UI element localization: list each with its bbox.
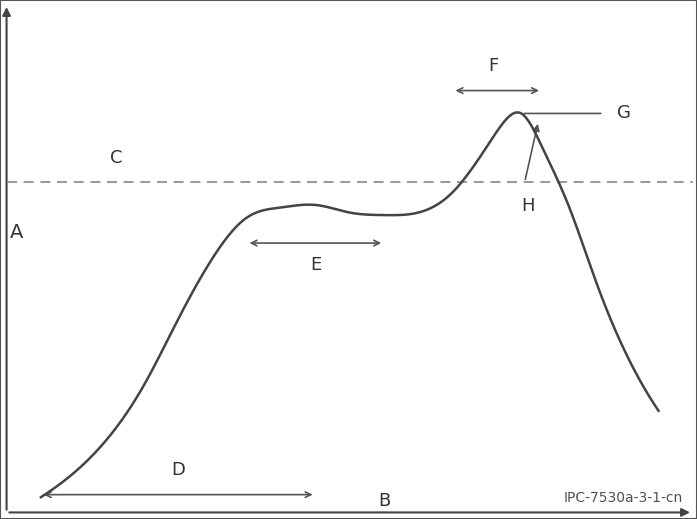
Text: E: E bbox=[309, 256, 321, 274]
Text: B: B bbox=[378, 492, 390, 510]
Text: C: C bbox=[109, 149, 122, 167]
Text: H: H bbox=[521, 197, 535, 215]
Text: F: F bbox=[489, 57, 499, 75]
Text: A: A bbox=[10, 223, 24, 242]
Text: G: G bbox=[618, 104, 631, 122]
Text: D: D bbox=[171, 461, 185, 480]
Text: IPC-7530a-3-1-cn: IPC-7530a-3-1-cn bbox=[563, 491, 682, 505]
